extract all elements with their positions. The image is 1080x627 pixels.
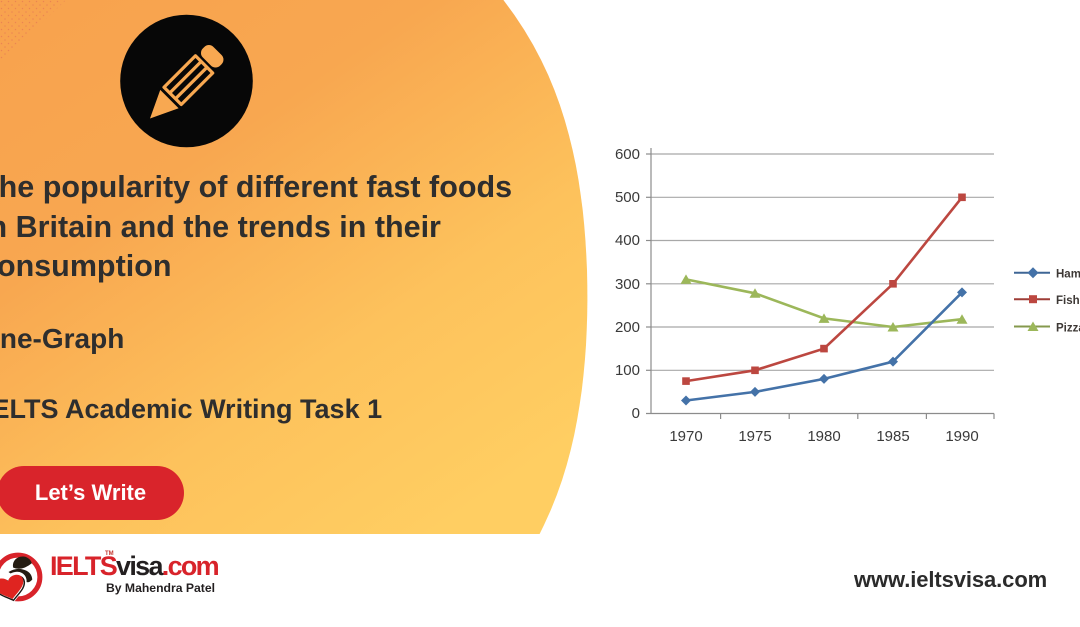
svg-text:1985: 1985 [876,428,909,445]
svg-text:1980: 1980 [807,428,840,445]
svg-text:600: 600 [615,146,640,163]
svg-text:0: 0 [632,405,640,422]
svg-text:200: 200 [615,319,640,336]
svg-text:1970: 1970 [669,428,702,445]
svg-text:400: 400 [615,232,640,249]
svg-text:Hamburger: Hamburger [1056,269,1080,281]
svg-text:Fish & Chips: Fish & Chips [1056,295,1080,307]
svg-text:Pizza: Pizza [1056,323,1080,335]
svg-text:100: 100 [615,362,640,379]
svg-text:300: 300 [615,276,640,293]
svg-text:500: 500 [615,189,640,206]
svg-text:1975: 1975 [738,428,771,445]
svg-text:1990: 1990 [945,428,978,445]
